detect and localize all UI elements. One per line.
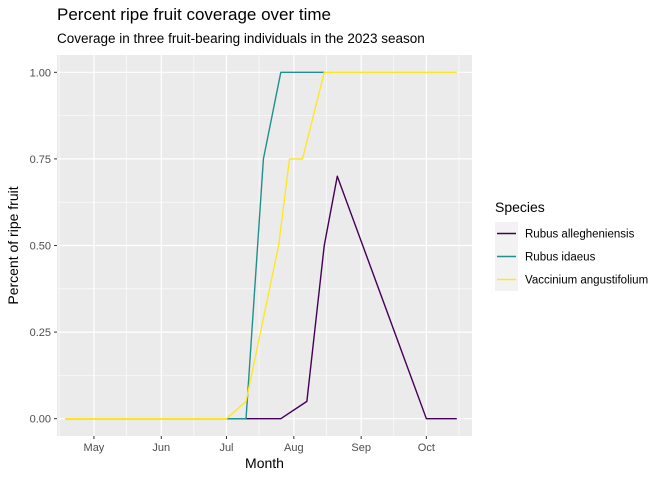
y-tick-label: 0.50 [30,241,51,253]
legend-label: Rubus allegheniensis [525,229,635,241]
series-line [65,71,457,420]
y-axis-title: Percent of ripe fruit [5,186,21,304]
chart-title: Percent ripe fruit coverage over time [57,5,331,24]
legend-item: Rubus idaeus [495,245,596,268]
x-tick-label: Jul [219,442,233,454]
y-tick-label: 0.25 [30,327,51,339]
legend: Species Rubus allegheniensis Rubus idaeus… [495,199,648,291]
series-lines [65,71,457,420]
x-tick-label: Oct [418,442,435,454]
x-tick-label: Sep [351,442,371,454]
y-tick-label: 0.00 [30,414,51,426]
legend-label: Rubus idaeus [525,252,596,264]
chart-subtitle: Coverage in three fruit-bearing individu… [57,31,425,46]
y-axis: 0.00 0.25 0.50 0.75 1.00 [30,67,57,426]
x-tick-label: Aug [284,442,304,454]
x-tick-label: May [84,442,105,454]
x-axis-title: Month [245,455,284,471]
x-tick-label: Jun [152,442,170,454]
legend-item: Vaccinium angustifolium [495,268,648,291]
legend-title: Species [495,199,545,215]
y-tick-label: 0.75 [30,154,51,166]
legend-item: Rubus allegheniensis [495,222,635,245]
legend-label: Vaccinium angustifolium [525,275,648,287]
major-gridlines [57,55,472,436]
y-tick-label: 1.00 [30,67,51,79]
x-axis: May Jun Jul Aug Sep Oct [84,436,435,454]
